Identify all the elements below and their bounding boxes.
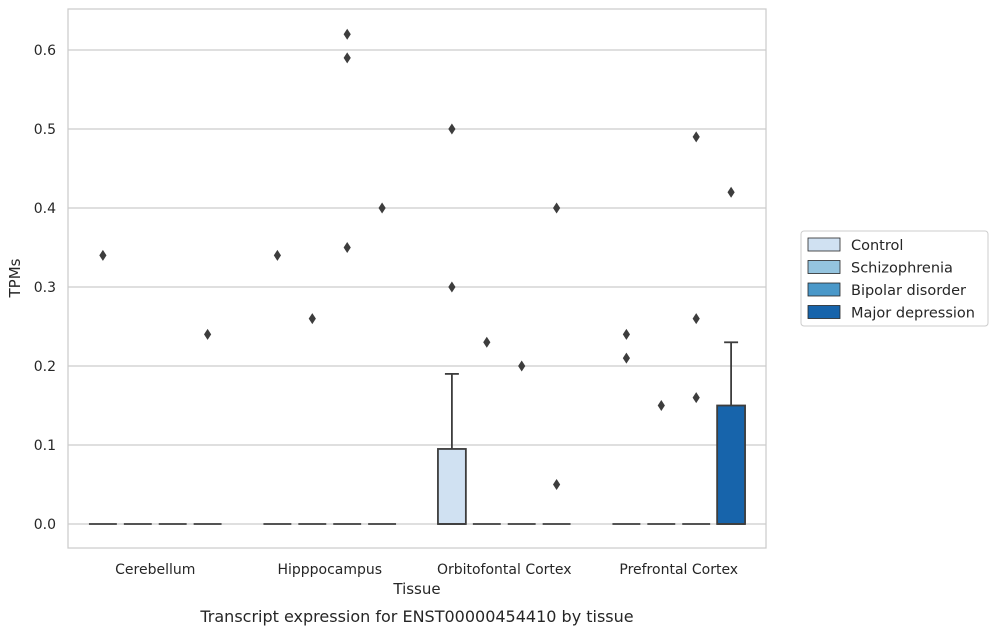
y-tick-label: 0.5 — [34, 122, 56, 138]
x-axis-label: Tissue — [392, 580, 440, 598]
y-tick-label: 0.0 — [34, 517, 56, 533]
outlier-point — [518, 360, 526, 372]
outlier-point — [692, 392, 700, 404]
box-2-2 — [507, 360, 536, 525]
outlier-point — [622, 328, 630, 340]
y-tick-label: 0.6 — [34, 43, 56, 59]
box-2-0 — [437, 123, 467, 525]
box-0-3 — [193, 328, 222, 525]
legend-swatch — [807, 305, 841, 319]
box-1-0 — [263, 249, 292, 525]
outlier-point — [692, 131, 700, 143]
legend-swatch — [807, 237, 841, 252]
y-tick-label: 0.3 — [34, 280, 56, 296]
box-body — [437, 448, 467, 525]
legend-swatch — [807, 282, 841, 297]
outlier-point — [448, 123, 456, 135]
legend-frame — [800, 230, 989, 327]
legend-label: Control — [851, 238, 903, 254]
outlier-point — [692, 313, 700, 325]
outlier-point — [204, 328, 212, 340]
y-tick-label: 0.1 — [34, 438, 56, 454]
outlier-point — [553, 479, 561, 490]
legend-swatch — [807, 260, 841, 274]
boxes — [88, 28, 746, 525]
box-3-1 — [647, 400, 676, 525]
box-2-3 — [542, 202, 571, 525]
outlier-point — [483, 336, 491, 348]
legend-label: Bipolar disorder — [851, 283, 966, 299]
outlier-point — [273, 249, 281, 261]
y-tick-label: 0.4 — [34, 201, 56, 217]
outlier-point — [99, 249, 107, 261]
box-3-0 — [612, 328, 641, 525]
box-3-2 — [682, 131, 711, 525]
chart-caption: Transcript expression for ENST0000045441… — [199, 607, 633, 626]
legend-label: Major depression — [851, 306, 975, 322]
box-3-3 — [716, 186, 746, 525]
x-tick-label: Orbitofontal Cortex — [437, 562, 572, 578]
box-1-1 — [298, 313, 327, 525]
outlier-point — [343, 28, 351, 40]
outlier-point — [553, 202, 561, 214]
y-tick-label: 0.2 — [34, 359, 56, 375]
outlier-point — [727, 186, 735, 198]
y-axis-ticks: 0.0 0.1 0.2 0.3 0.4 0.5 0.6 — [34, 43, 56, 533]
x-tick-label: Cerebellum — [115, 562, 195, 578]
box-0-0 — [88, 249, 117, 525]
outlier-point — [657, 400, 665, 411]
box-body — [716, 404, 746, 525]
outlier-point — [622, 352, 630, 364]
y-axis-label: TPMs — [6, 258, 24, 298]
x-axis-ticks: Cerebellum Hipppocampus Orbitofontal Corte… — [115, 562, 738, 578]
outlier-point — [448, 281, 456, 293]
outlier-point — [343, 52, 351, 64]
box-1-3 — [368, 202, 397, 525]
outlier-point — [308, 313, 316, 325]
legend: Control Schizophrenia Bipolar disorder Majo… — [800, 230, 989, 327]
box-1-2 — [333, 28, 362, 525]
box-2-1 — [472, 336, 501, 525]
outlier-point — [343, 242, 351, 253]
legend-label: Schizophrenia — [851, 261, 953, 277]
plot-frame — [67, 8, 767, 549]
outlier-point — [378, 202, 386, 214]
x-tick-label: Hipppocampus — [277, 562, 382, 578]
x-tick-label: Prefrontal Cortex — [619, 562, 738, 578]
